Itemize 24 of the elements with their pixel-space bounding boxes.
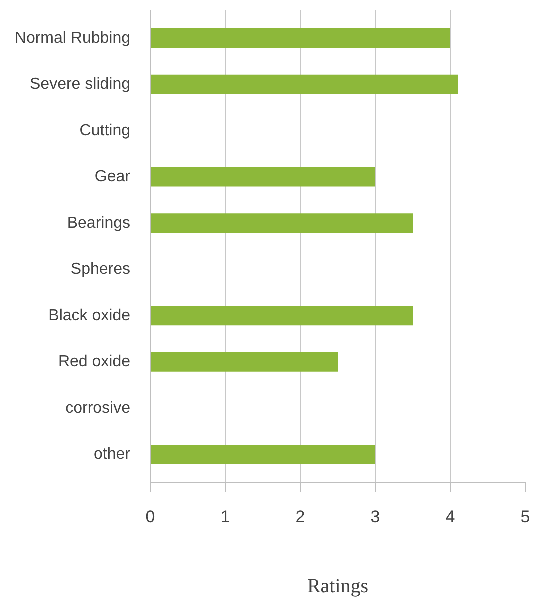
y-tick-label: corrosive [66,400,131,417]
x-axis-title: Ratings [307,576,369,598]
y-tick-label: Cutting [80,122,131,140]
y-tick-label: Spheres [70,261,130,278]
x-tick-label: 5 [520,508,530,526]
bar [150,167,376,187]
x-tick-label: 4 [446,508,456,526]
bar [150,352,338,372]
y-tick-label: Red oxide [58,354,131,371]
x-tick-label: 2 [296,508,306,526]
y-tick-label: Severe sliding [30,76,130,94]
x-tick-label: 1 [220,508,230,526]
bar [150,74,458,94]
bar [150,306,413,326]
y-tick-label: Black oxide [48,307,131,324]
y-tick-label: Bearings [67,214,131,232]
x-tick-label: 3 [370,508,380,526]
bar [150,445,376,464]
bar [150,28,450,48]
y-tick-label: Gear [94,168,132,186]
x-tick-label: 0 [146,508,156,526]
bar [150,214,413,234]
y-tick-label: other [94,446,132,464]
y-tick-label: Normal Rubbing [14,30,130,47]
